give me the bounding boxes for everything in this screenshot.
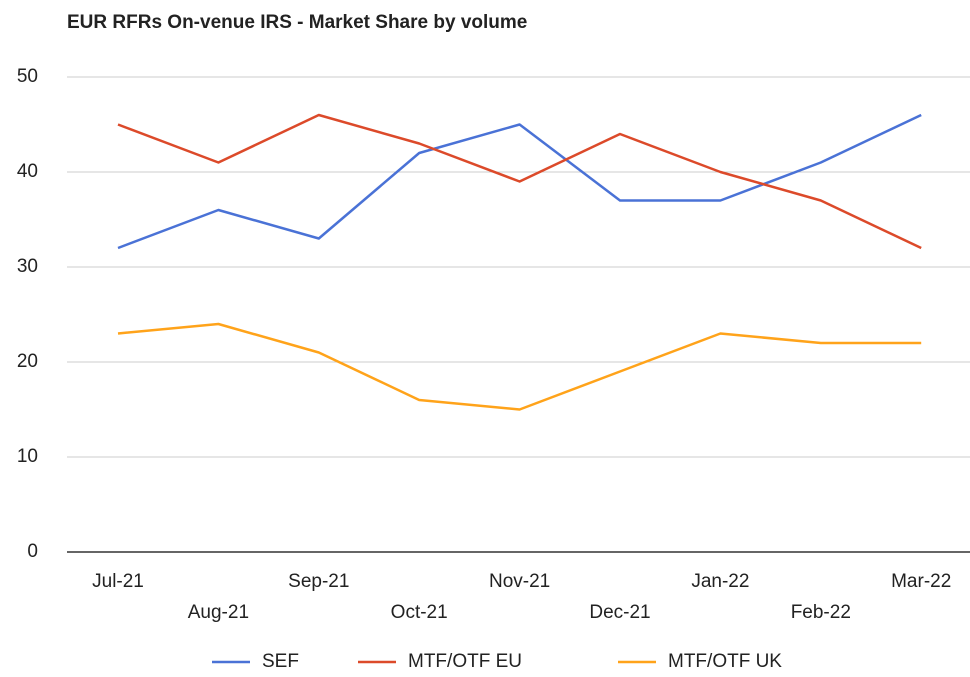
legend-label: MTF/OTF EU bbox=[408, 651, 522, 672]
x-tick-label: Feb-22 bbox=[791, 602, 851, 623]
x-tick-label: Oct-21 bbox=[391, 602, 448, 623]
x-tick-label: Jan-22 bbox=[691, 571, 749, 592]
series-line bbox=[117, 113, 922, 250]
y-tick-label: 10 bbox=[17, 446, 38, 467]
y-tick-label: 50 bbox=[17, 66, 38, 87]
series-line bbox=[117, 113, 922, 250]
x-tick-label: Mar-22 bbox=[891, 571, 951, 592]
chart-title: EUR RFRs On-venue IRS - Market Share by … bbox=[67, 12, 527, 33]
y-tick-label: 40 bbox=[17, 161, 38, 182]
x-tick-label: Nov-21 bbox=[489, 571, 550, 592]
series-line bbox=[117, 322, 922, 411]
y-tick-label: 30 bbox=[17, 256, 38, 277]
y-tick-label: 20 bbox=[17, 351, 38, 372]
y-tick-label: 0 bbox=[27, 541, 38, 562]
x-tick-label: Aug-21 bbox=[188, 602, 249, 623]
x-tick-label: Dec-21 bbox=[589, 602, 650, 623]
legend-label: MTF/OTF UK bbox=[668, 651, 782, 672]
legend-label: SEF bbox=[262, 651, 299, 672]
x-tick-label: Sep-21 bbox=[288, 571, 349, 592]
x-tick-label: Jul-21 bbox=[92, 571, 144, 592]
